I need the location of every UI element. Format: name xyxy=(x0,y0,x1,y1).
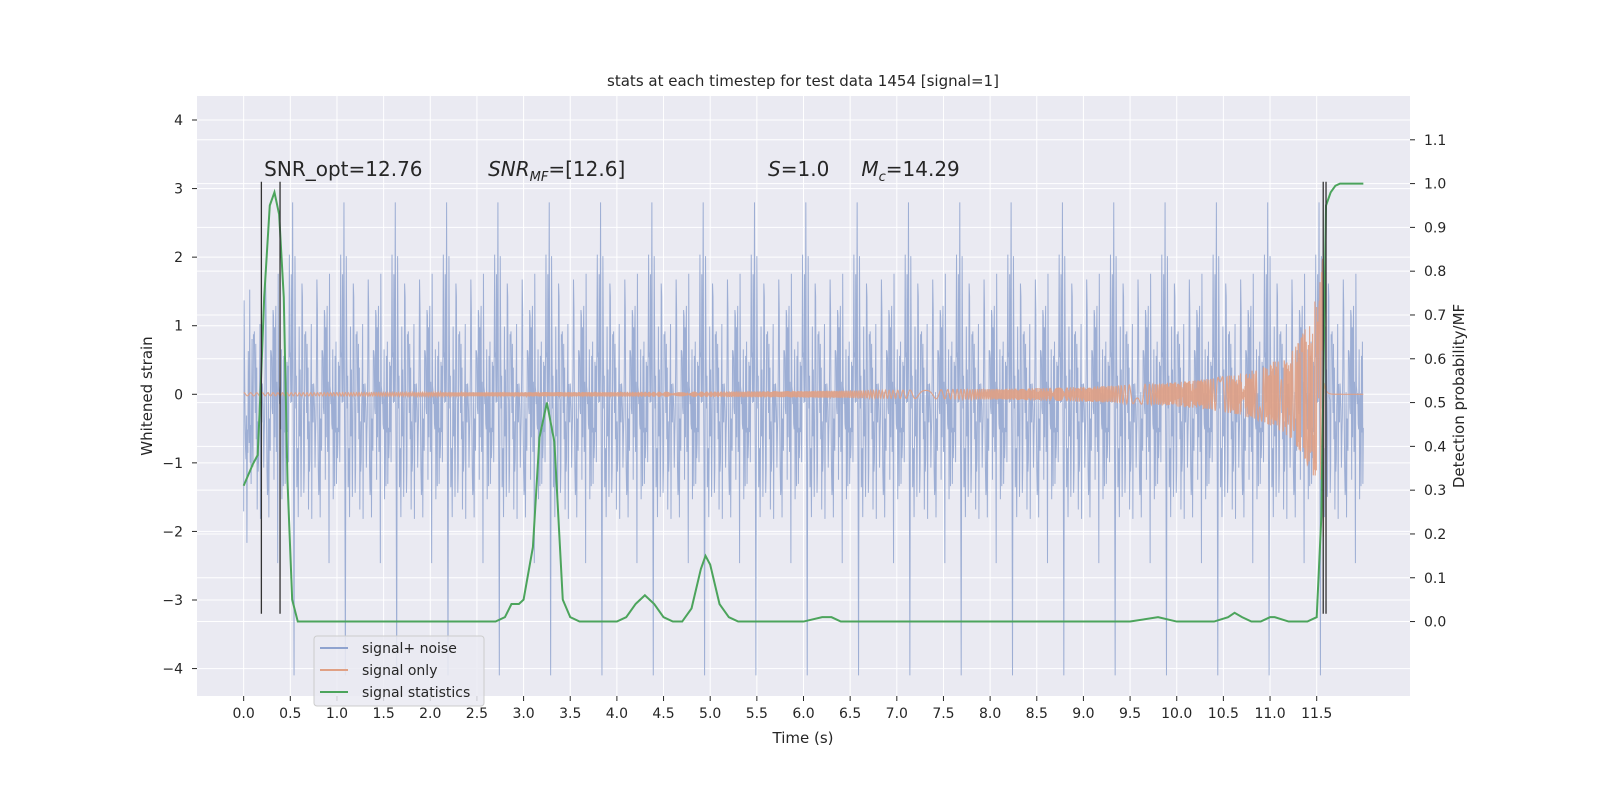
x-tick-label: 8.5 xyxy=(1026,706,1048,722)
y2-tick-label: 0.9 xyxy=(1424,220,1446,236)
x-axis-label: Time (s) xyxy=(772,729,834,747)
x-axis: 0.0 0.5 1.0 1.5 2.0 2.5 3.0 3.5 4.0 4.5 5.0 5.5 6.0 6… xyxy=(233,696,1332,722)
y2-tick-label: 0.5 xyxy=(1424,396,1446,412)
x-tick-label: 5.0 xyxy=(699,706,721,722)
x-tick-label: 10.5 xyxy=(1208,706,1239,722)
x-tick-label: 10.0 xyxy=(1161,706,1192,722)
y-tick-label: −3 xyxy=(162,593,183,609)
y2-tick-label: 0.4 xyxy=(1424,439,1446,455)
annotation-snr-opt: SNR_opt=12.76 xyxy=(264,157,422,181)
chart-title: stats at each timestep for test data 145… xyxy=(607,72,999,90)
x-tick-label: 6.5 xyxy=(839,706,861,722)
y2-tick-label: 0.1 xyxy=(1424,571,1446,587)
x-tick-label: 4.0 xyxy=(606,706,628,722)
y-tick-label: 2 xyxy=(174,250,183,266)
x-tick-label: 3.5 xyxy=(559,706,581,722)
legend-label-signal-noise: signal+ noise xyxy=(362,641,457,657)
x-tick-label: 4.5 xyxy=(652,706,674,722)
legend-label-signal-only: signal only xyxy=(362,663,437,679)
annotations: SNR_opt=12.76 SNRMF=[12.6] S=1.0 Mc=14.29 xyxy=(264,157,960,185)
y2-axis-label: Detection probability/MF xyxy=(1450,304,1468,488)
x-tick-label: 11.5 xyxy=(1301,706,1332,722)
x-tick-label: 7.5 xyxy=(932,706,954,722)
y2-tick-label: 1.0 xyxy=(1424,177,1446,193)
y2-tick-label: 0.7 xyxy=(1424,308,1446,324)
x-tick-label: 0.0 xyxy=(233,706,255,722)
x-tick-label: 8.0 xyxy=(979,706,1001,722)
y-tick-label: 3 xyxy=(174,182,183,198)
legend-box xyxy=(313,635,485,707)
series-signal-only xyxy=(243,258,1364,537)
annotation-snr-mf: SNRMF=[12.6] xyxy=(488,157,625,185)
x-tick-label: 2.0 xyxy=(419,706,441,722)
x-tick-label: 2.5 xyxy=(466,706,488,722)
series-signal-noise xyxy=(243,202,1364,676)
y2-tick-label: 0.8 xyxy=(1424,264,1446,280)
y2-tick-label: 0.3 xyxy=(1424,483,1446,499)
series-signal-statistics xyxy=(242,182,1364,623)
y2-tick-label: 0.0 xyxy=(1424,615,1446,631)
y-tick-label: −4 xyxy=(162,662,183,678)
x-tick-label: 6.0 xyxy=(792,706,814,722)
y-axis-left: 4 3 2 1 0 −1 −2 −3 −4 xyxy=(162,113,197,678)
legend-label-signal-statistics: signal statistics xyxy=(362,685,470,701)
x-tick-label: 0.5 xyxy=(279,706,301,722)
annotation-s-value: S=1.0 xyxy=(768,157,829,181)
y-tick-label: 4 xyxy=(174,113,183,129)
x-tick-label: 9.0 xyxy=(1072,706,1094,722)
y-tick-label: 0 xyxy=(174,387,183,403)
y-tick-label: −2 xyxy=(162,524,183,540)
x-tick-label: 5.5 xyxy=(746,706,768,722)
y-tick-label: 1 xyxy=(174,319,183,335)
legend: signal+ noise signal only signal statist… xyxy=(313,635,485,707)
y2-tick-label: 1.1 xyxy=(1424,133,1446,149)
annotation-mc-value: Mc=14.29 xyxy=(861,157,959,185)
x-tick-label: 1.0 xyxy=(326,706,348,722)
y-axis-right: 1.1 1.0 0.9 0.8 0.7 0.6 0.5 0.4 0.3 0.2 0.1 0.0 xyxy=(1410,133,1446,631)
y2-tick-label: 0.6 xyxy=(1424,352,1446,368)
x-tick-label: 7.0 xyxy=(886,706,908,722)
y-tick-label: −1 xyxy=(162,456,183,472)
series-layer xyxy=(242,182,1364,676)
x-tick-label: 9.5 xyxy=(1119,706,1141,722)
vertical-markers xyxy=(260,181,1327,614)
x-tick-label: 3.0 xyxy=(512,706,534,722)
x-tick-label: 11.0 xyxy=(1254,706,1285,722)
x-tick-label: 1.5 xyxy=(372,706,394,722)
y-axis-label: Whitened strain xyxy=(138,336,156,455)
y2-tick-label: 0.2 xyxy=(1424,527,1446,543)
